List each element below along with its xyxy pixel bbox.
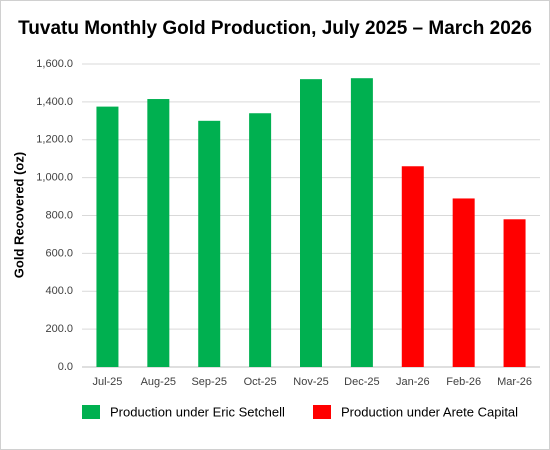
x-tick-label: Mar-26 [497,376,532,388]
y-tick-label: 600.0 [45,247,73,259]
chart-title: Tuvatu Monthly Gold Production, July 202… [18,18,532,39]
x-tick-label: Aug-25 [141,376,176,388]
y-axis-label: Gold Recovered (oz) [11,152,26,278]
y-tick-label: 1,200.0 [36,134,73,146]
bar [350,78,373,367]
y-tick-label: 1,000.0 [36,172,73,184]
legend-label: Production under Arete Capital [341,404,518,419]
legend-swatch [82,405,100,419]
bar [249,113,272,367]
bar [503,219,526,367]
bar [198,120,221,367]
x-tick-label: Jan-26 [396,376,430,388]
x-tick-label: Dec-25 [344,376,379,388]
y-tick-label: 200.0 [45,323,73,335]
bar [300,79,322,368]
legend-swatch [313,405,331,419]
bar [452,198,475,367]
bar [401,166,424,367]
y-tick-label: 0.0 [58,361,73,373]
x-tick-label: Jul-25 [92,376,122,388]
y-tick-label: 800.0 [45,209,73,221]
bar [147,99,170,368]
y-tick-label: 1,600.0 [36,58,73,70]
bar [96,106,119,367]
y-tick-label: 400.0 [45,285,73,297]
y-tick-label: 1,400.0 [36,96,73,108]
x-tick-label: Sep-25 [191,376,226,388]
legend-label: Production under Eric Setchell [110,404,285,419]
x-tick-label: Oct-25 [244,376,277,388]
x-tick-label: Feb-26 [446,376,481,388]
x-tick-label: Nov-25 [293,376,328,388]
